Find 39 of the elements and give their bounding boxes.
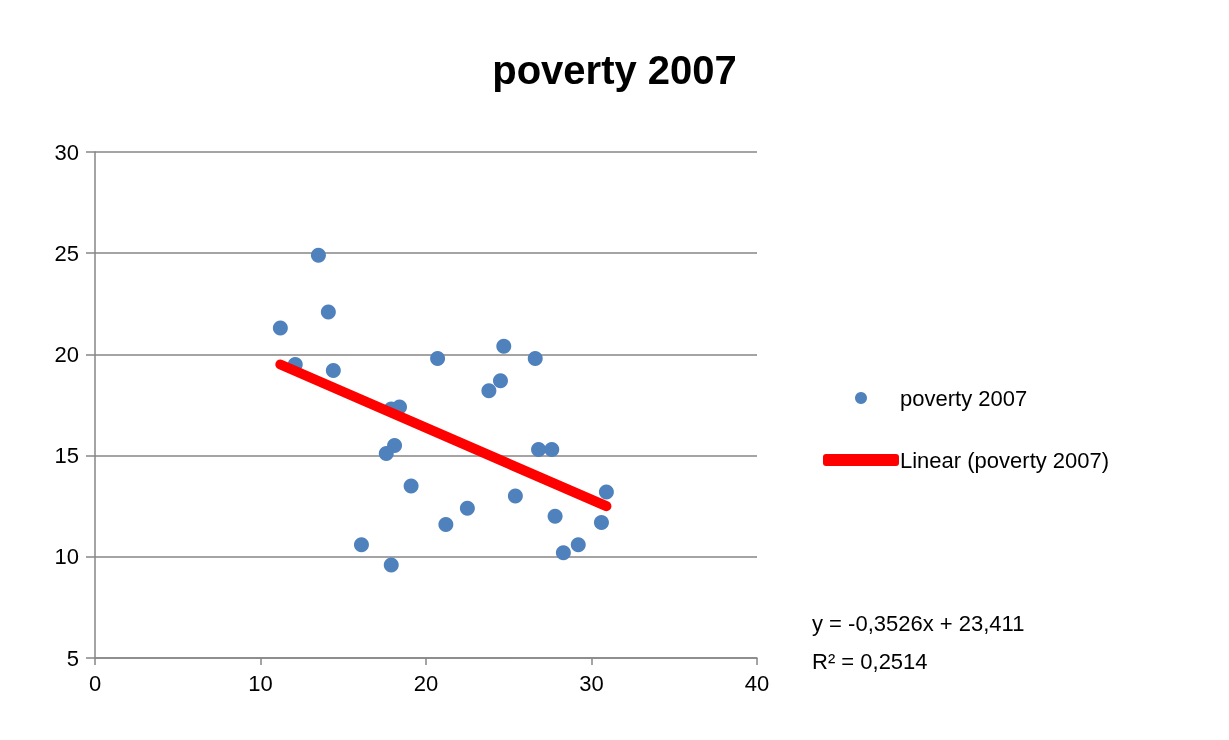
point bbox=[507, 488, 523, 504]
point bbox=[430, 350, 446, 366]
chart-title: poverty 2007 bbox=[492, 48, 737, 92]
point bbox=[325, 363, 341, 379]
text: R² = 0,2514 bbox=[812, 648, 928, 674]
point bbox=[378, 446, 394, 462]
point bbox=[544, 442, 560, 458]
point bbox=[383, 557, 399, 573]
point bbox=[531, 442, 547, 458]
point bbox=[492, 373, 508, 389]
y-tick-label: 30 bbox=[54, 139, 79, 165]
point bbox=[403, 478, 419, 494]
x-tick-label: 0 bbox=[88, 670, 102, 696]
point bbox=[555, 545, 571, 561]
x-tick-label: 20 bbox=[413, 670, 439, 696]
x-tick-label: 40 bbox=[744, 670, 770, 696]
point bbox=[570, 537, 586, 553]
point bbox=[593, 514, 609, 530]
point bbox=[272, 320, 288, 336]
y-tick-label: 20 bbox=[54, 341, 79, 367]
y-tick-label: 25 bbox=[54, 240, 79, 266]
x-tick-label: 10 bbox=[248, 670, 273, 696]
text: y = -0,3526x + 23,411 bbox=[812, 610, 1025, 636]
point bbox=[496, 338, 512, 354]
point bbox=[459, 500, 475, 516]
point bbox=[310, 247, 326, 263]
point bbox=[438, 516, 454, 532]
point bbox=[320, 304, 336, 320]
y-tick-label: 15 bbox=[54, 443, 79, 469]
point bbox=[527, 350, 543, 366]
point bbox=[547, 508, 563, 524]
point bbox=[598, 484, 614, 500]
legend-label: poverty 2007 bbox=[900, 385, 1028, 411]
point bbox=[353, 537, 369, 553]
x-tick-label: 30 bbox=[579, 670, 604, 696]
y-tick-label: 10 bbox=[54, 544, 79, 570]
legend-label: Linear (poverty 2007) bbox=[900, 447, 1110, 473]
y-tick-label: 5 bbox=[66, 645, 79, 671]
point bbox=[481, 383, 497, 399]
